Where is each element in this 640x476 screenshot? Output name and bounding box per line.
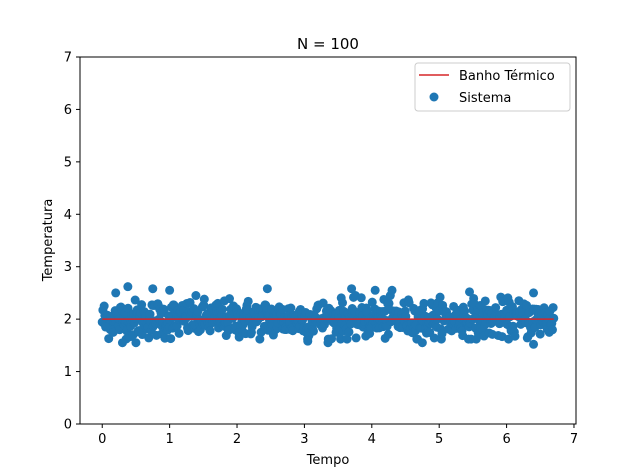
y-tick-label: 0 — [64, 418, 72, 433]
sistema-point — [465, 287, 475, 297]
y-tick-label: 1 — [64, 365, 72, 380]
x-tick-label: 4 — [368, 432, 376, 447]
sistema-point — [199, 294, 209, 304]
sistema-point — [419, 298, 429, 308]
y-tick-label: 2 — [64, 313, 72, 328]
sistema-point — [144, 333, 154, 343]
sistema-point — [111, 288, 121, 298]
sistema-point — [367, 297, 377, 307]
x-tick-label: 2 — [233, 432, 241, 447]
y-tick-label: 6 — [64, 103, 72, 118]
sistema-point — [351, 333, 361, 343]
sistema-point — [123, 303, 133, 313]
sistema-point — [308, 326, 318, 336]
sistema-point — [510, 331, 520, 341]
sistema-point — [535, 329, 545, 339]
sistema-point — [318, 298, 328, 308]
y-tick-label: 5 — [64, 155, 72, 170]
sistema-point — [435, 292, 445, 302]
sistema-point — [491, 303, 501, 313]
sistema-point — [165, 285, 175, 295]
sistema-point — [383, 329, 393, 339]
sistema-point — [387, 285, 397, 295]
plot-frame — [79, 56, 577, 425]
x-tick-label: 1 — [165, 432, 173, 447]
x-axis: 0 1 2 3 4 5 6 7 — [98, 424, 578, 447]
sistema-point — [370, 285, 380, 295]
legend-dot-marker — [429, 92, 439, 102]
sistema-point — [131, 338, 141, 348]
sistema-point — [166, 334, 176, 344]
y-axis: 0 1 2 3 4 5 6 7 — [64, 51, 80, 433]
x-tick-label: 3 — [300, 432, 308, 447]
sistema-point — [117, 338, 127, 348]
x-axis-label: Tempo — [306, 453, 350, 468]
sistema-point — [547, 325, 557, 335]
x-tick-label: 5 — [435, 432, 443, 447]
legend-label-sistema: Sistema — [459, 91, 511, 106]
sistema-point — [148, 284, 158, 294]
sistema-point — [342, 334, 352, 344]
x-tick-label: 6 — [502, 432, 510, 447]
sistema-point — [437, 329, 447, 339]
sistema-point — [529, 339, 539, 349]
sistema-point — [356, 293, 366, 303]
chart-title: N = 100 — [297, 35, 359, 53]
x-tick-label: 7 — [570, 432, 578, 447]
sistema-point — [104, 334, 114, 344]
sistema-point — [548, 303, 558, 313]
legend-label-banho: Banho Térmico — [459, 69, 555, 84]
sistema-point — [101, 322, 111, 332]
sistema-point — [255, 334, 265, 344]
sistema-point — [429, 333, 439, 343]
sistema-point — [286, 303, 296, 313]
sistema-point — [174, 328, 184, 338]
legend: Banho Térmico Sistema — [414, 62, 571, 112]
y-tick-label: 4 — [64, 208, 72, 223]
sistema-point — [217, 304, 227, 314]
y-tick-label: 3 — [64, 260, 72, 275]
sistema-point — [344, 327, 354, 337]
x-tick-label: 0 — [98, 432, 106, 447]
sistema-point — [243, 296, 253, 306]
plot-content — [97, 282, 559, 349]
sistema-point — [529, 288, 539, 298]
sistema-point — [130, 295, 140, 305]
sistema-point — [303, 336, 313, 346]
sistema-point — [480, 296, 490, 306]
sistema-point — [123, 282, 133, 292]
sistema-point — [205, 326, 215, 336]
sistema-point — [347, 284, 357, 294]
sistema-point — [323, 338, 333, 348]
y-axis-label: Temperatura — [41, 199, 56, 283]
sistema-point — [417, 338, 427, 348]
sistema-point — [145, 309, 155, 319]
sistema-point — [137, 300, 147, 310]
y-tick-label: 7 — [64, 51, 72, 66]
sistema-point — [99, 301, 109, 311]
sistema-point — [191, 291, 201, 301]
sistema-point — [224, 294, 234, 304]
legend-box — [414, 62, 571, 112]
sistema-point — [549, 313, 559, 323]
sistema-point — [338, 298, 348, 308]
sistema-point — [336, 334, 346, 344]
sistema-point — [262, 284, 272, 294]
